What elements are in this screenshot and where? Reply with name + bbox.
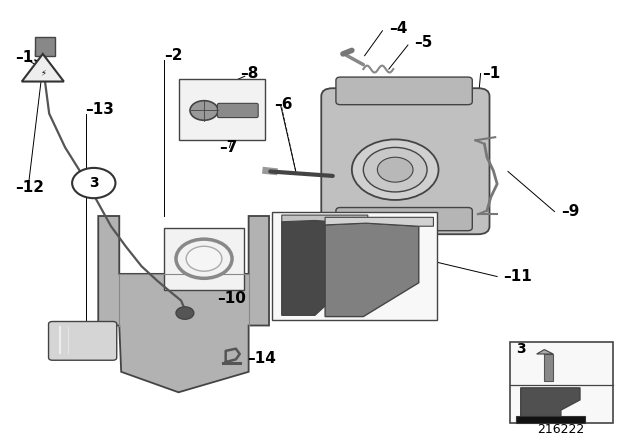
- Text: 216222: 216222: [537, 423, 584, 436]
- Polygon shape: [22, 54, 64, 82]
- FancyBboxPatch shape: [218, 103, 258, 117]
- Text: 3: 3: [89, 176, 99, 190]
- Text: –14: –14: [246, 351, 276, 366]
- Bar: [544, 354, 553, 381]
- Circle shape: [352, 139, 438, 200]
- Polygon shape: [521, 388, 580, 419]
- Text: ⚡: ⚡: [40, 68, 45, 77]
- Bar: [35, 37, 55, 56]
- Text: –6: –6: [274, 97, 292, 112]
- FancyBboxPatch shape: [336, 207, 472, 231]
- FancyBboxPatch shape: [49, 322, 116, 360]
- Circle shape: [364, 147, 427, 192]
- Polygon shape: [325, 217, 433, 226]
- FancyBboxPatch shape: [321, 88, 490, 234]
- Bar: [272, 212, 436, 320]
- Bar: [510, 342, 613, 423]
- Bar: [179, 79, 264, 140]
- Circle shape: [72, 168, 115, 198]
- Polygon shape: [99, 216, 269, 392]
- Polygon shape: [537, 349, 553, 354]
- Text: –1: –1: [483, 66, 500, 81]
- Circle shape: [186, 246, 222, 271]
- Text: –7: –7: [220, 140, 237, 155]
- Text: –2: –2: [164, 48, 182, 63]
- Text: –10: –10: [217, 291, 246, 306]
- Polygon shape: [325, 223, 419, 317]
- Circle shape: [176, 239, 232, 278]
- Text: –12: –12: [15, 180, 44, 195]
- FancyBboxPatch shape: [336, 77, 472, 105]
- Text: –13: –13: [86, 102, 115, 116]
- Text: –9: –9: [561, 204, 579, 219]
- Circle shape: [190, 101, 218, 120]
- Circle shape: [378, 157, 413, 182]
- Bar: [164, 228, 244, 290]
- Bar: [516, 416, 585, 422]
- Text: –8: –8: [241, 66, 259, 81]
- Text: –15: –15: [15, 50, 44, 65]
- Text: 3: 3: [516, 342, 526, 356]
- Circle shape: [176, 307, 194, 319]
- Polygon shape: [282, 220, 352, 315]
- Text: –4: –4: [389, 21, 407, 35]
- Polygon shape: [282, 215, 368, 223]
- Text: –11: –11: [504, 269, 532, 284]
- Text: –5: –5: [414, 35, 433, 50]
